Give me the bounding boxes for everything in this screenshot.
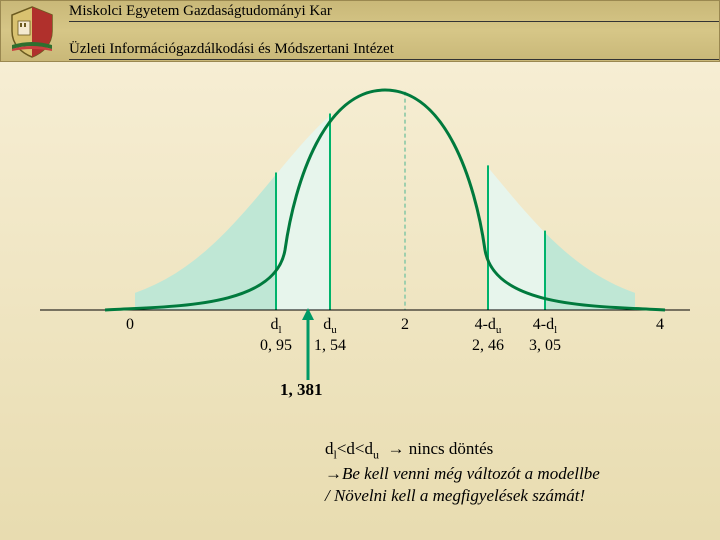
chart-svg xyxy=(0,70,720,330)
university-crest-icon xyxy=(1,1,63,61)
header-line-2: Üzleti Információgazdálkodási és Módszer… xyxy=(69,40,719,60)
marker-arrow-icon xyxy=(300,308,330,380)
axis-tick-label: 4-du2, 46 xyxy=(472,316,504,355)
conclusion-inequality: dl<d<du → nincs döntés xyxy=(325,438,695,463)
axis-tick-label: 2 xyxy=(401,316,409,334)
header-line-1: Miskolci Egyetem Gazdaságtudományi Kar xyxy=(69,2,719,22)
axis-tick-label: 4 xyxy=(656,316,664,334)
durbin-watson-chart: 0dl0, 95du1, 5424-du2, 464-dl3, 054 xyxy=(0,70,720,370)
header-text: Miskolci Egyetem Gazdaságtudományi Kar Ü… xyxy=(63,2,719,60)
test-statistic-marker: 1, 381 xyxy=(280,380,323,400)
conclusion-line-2: →Be kell venni még változót a modellbe xyxy=(325,463,695,485)
axis-tick-label: dl0, 95 xyxy=(260,316,292,355)
conclusion-line-3: / Növelni kell a megfigyelések számát! xyxy=(325,485,695,507)
axis-tick-label: 0 xyxy=(126,316,134,334)
test-statistic-value: 1, 381 xyxy=(280,380,323,399)
conclusion-text: dl<d<du → nincs döntés →Be kell venni mé… xyxy=(325,438,695,507)
axis-tick-label: 4-dl3, 05 xyxy=(529,316,561,355)
slide-header: Miskolci Egyetem Gazdaságtudományi Kar Ü… xyxy=(0,0,720,62)
